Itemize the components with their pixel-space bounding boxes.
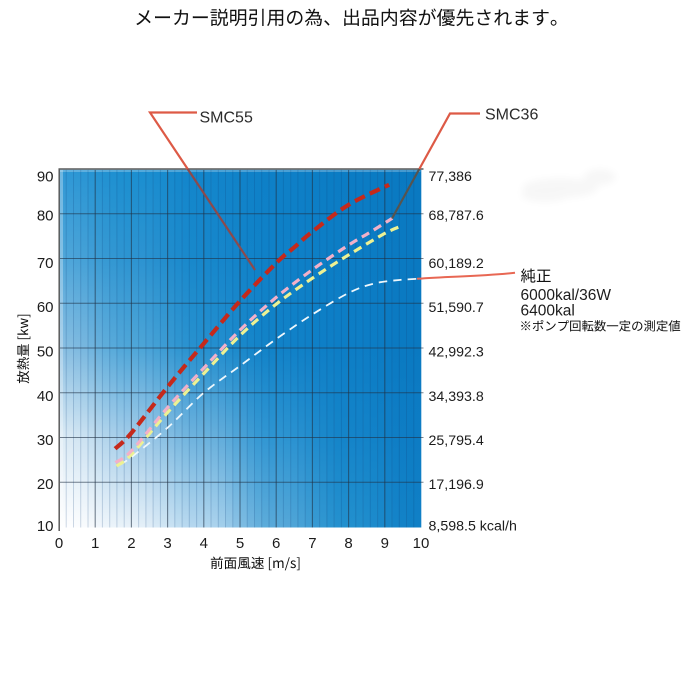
svg-text:90: 90 [37,168,54,185]
svg-text:0: 0 [55,535,63,552]
svg-text:70: 70 [37,255,54,272]
svg-text:3: 3 [163,535,171,552]
svg-text:10: 10 [37,518,54,535]
svg-text:4: 4 [200,535,208,552]
svg-text:68,787.6: 68,787.6 [429,208,484,224]
svg-text:1: 1 [91,535,99,552]
svg-text:40: 40 [37,388,54,405]
svg-text:SMC55: SMC55 [200,110,253,127]
svg-text:7: 7 [308,535,316,552]
svg-text:34,393.8: 34,393.8 [429,389,484,405]
svg-text:8,598.5 kcal/h: 8,598.5 kcal/h [429,519,517,535]
svg-text:42,992.3: 42,992.3 [429,344,484,360]
svg-text:20: 20 [37,476,54,493]
svg-text:30: 30 [37,432,54,449]
svg-text:25,795.4: 25,795.4 [429,433,484,449]
svg-text:5: 5 [236,535,244,552]
svg-text:80: 80 [37,207,54,224]
svg-text:51,590.7: 51,590.7 [429,300,484,316]
svg-text:6: 6 [272,535,280,552]
svg-text:10: 10 [413,535,430,552]
svg-text:60: 60 [37,299,54,316]
svg-text:2: 2 [127,535,135,552]
svg-text:60,189.2: 60,189.2 [429,256,484,272]
svg-text:6400kal: 6400kal [521,303,575,320]
svg-text:SMC36: SMC36 [485,107,538,124]
svg-text:50: 50 [37,344,54,361]
svg-text:17,196.9: 17,196.9 [429,477,484,493]
svg-text:9: 9 [381,535,389,552]
svg-text:8: 8 [344,535,352,552]
svg-text:6000kal/36W: 6000kal/36W [521,287,612,304]
svg-text:77,386: 77,386 [429,169,473,185]
